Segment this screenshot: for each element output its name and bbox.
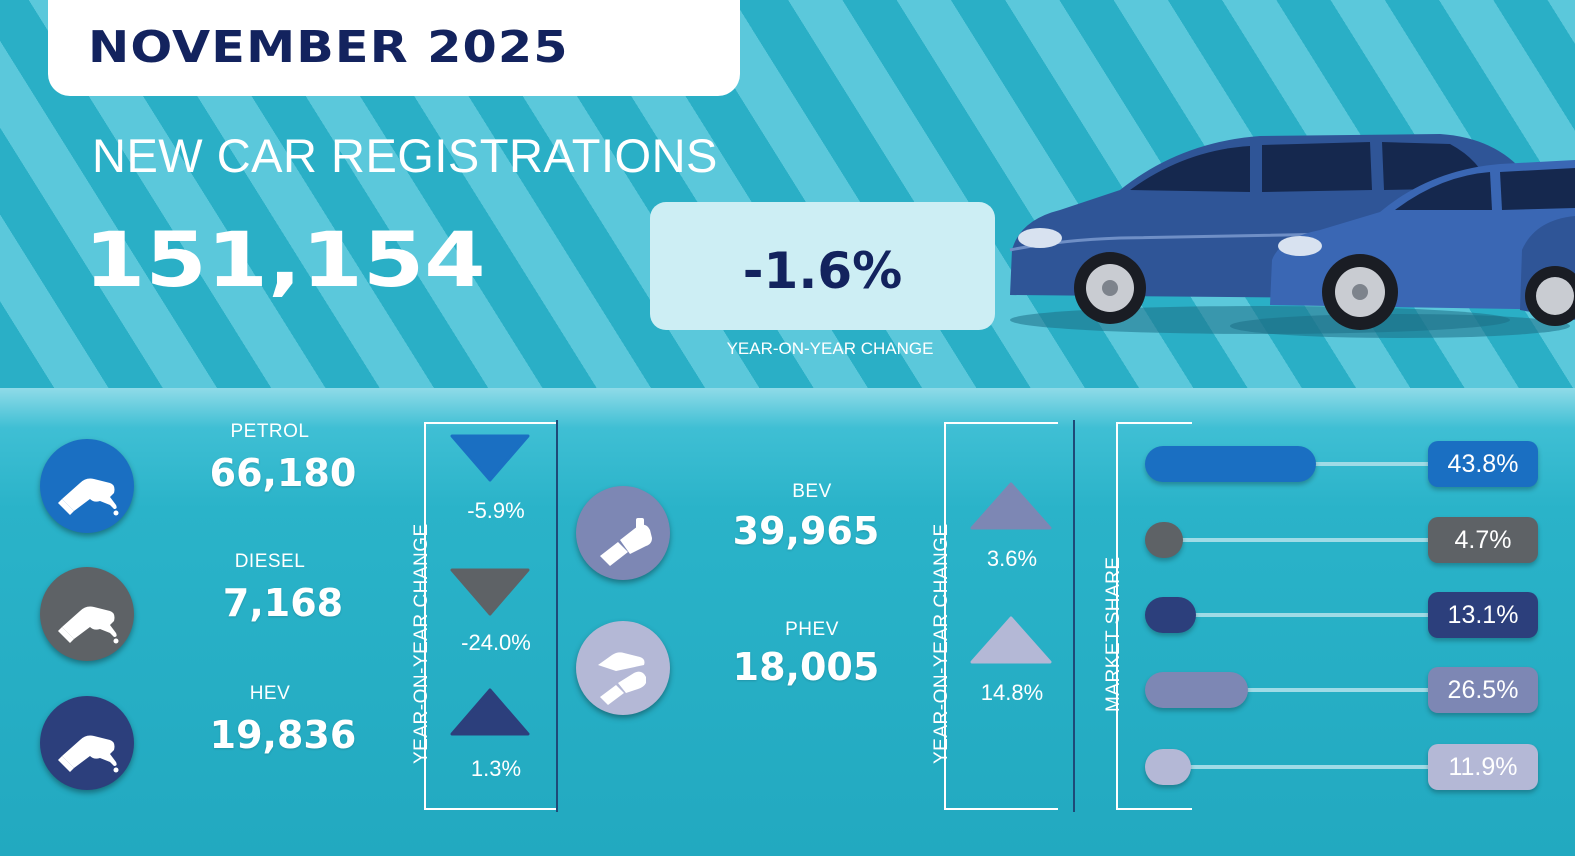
yoy-box: -1.6% (650, 202, 995, 330)
market-share-value: 13.1% (1428, 592, 1538, 638)
yoy-axis-label-right: YEAR-ON-YEAR CHANGE (931, 523, 952, 764)
header-banner: NOVEMBER 2025 NEW CAR REGISTRATIONS 151,… (0, 0, 1575, 388)
hev-up-arrow-icon (450, 688, 530, 740)
yoy-change-label: YEAR-ON-YEAR CHANGE (726, 339, 934, 358)
market-share-label: MARKET SHARE (1103, 556, 1124, 712)
hev-yoy-change: 1.3% (470, 756, 522, 781)
market-share-value: 11.9% (1428, 744, 1538, 790)
market-share-guide-line (1155, 538, 1428, 542)
petrol-label: PETROL (230, 421, 310, 442)
market-share-value: 43.8% (1428, 441, 1538, 487)
market-share-bar (1145, 522, 1183, 558)
phev-label: PHEV (785, 619, 839, 640)
petrol-down-arrow-icon (450, 434, 530, 486)
phev-yoy-change: 14.8% (980, 680, 1044, 705)
hev-label: HEV (249, 683, 291, 704)
phev-registrations: 18,005 (732, 645, 880, 689)
hev-registrations: 19,836 (209, 713, 357, 757)
page-title: NEW CAR REGISTRATIONS (92, 129, 718, 182)
yoy-change-value: -1.6% (742, 242, 903, 300)
market-share-value: 4.7% (1428, 517, 1538, 563)
market-share-guide-line (1155, 613, 1428, 617)
bev-yoy-change: 3.6% (986, 546, 1038, 571)
diesel-registrations: 7,168 (222, 581, 344, 625)
car-front-partial (1520, 216, 1575, 326)
bev-registrations: 39,965 (732, 509, 880, 553)
month-title: NOVEMBER 2025 (88, 22, 569, 73)
market-share-value: 26.5% (1428, 667, 1538, 713)
ev-charger-and-pump-icon (598, 652, 646, 705)
fuel-pump-icon (58, 478, 119, 516)
market-share-bar (1145, 446, 1316, 482)
phev-icon-circle (576, 621, 670, 715)
market-share-bar (1145, 749, 1192, 785)
car-middle (1230, 160, 1575, 338)
ev-charger-icon (600, 518, 652, 566)
cars-illustration (1009, 134, 1575, 338)
market-share-guide-line (1155, 688, 1428, 692)
divider-1 (556, 420, 558, 812)
market-share-bar (1145, 597, 1197, 633)
month-box (48, 0, 740, 96)
fuel-pump-icon (58, 735, 119, 773)
yoy-bracket-left (424, 422, 556, 810)
petrol-icon-circle (40, 439, 134, 533)
bev-icon-circle (576, 486, 670, 580)
fuel-pump-icon (58, 606, 119, 644)
divider-2 (1073, 420, 1075, 812)
phev-up-arrow-icon (970, 616, 1052, 668)
diesel-icon-circle (40, 567, 134, 661)
hev-icon-circle (40, 696, 134, 790)
diesel-label: DIESEL (234, 551, 306, 572)
bev-label: BEV (792, 481, 832, 502)
bev-up-arrow-icon (970, 482, 1052, 534)
market-share-bracket (1116, 422, 1192, 810)
diesel-down-arrow-icon (450, 568, 530, 620)
total-registrations: 151,154 (84, 215, 486, 304)
petrol-registrations: 66,180 (209, 451, 357, 495)
market-share-guide-line (1155, 765, 1428, 769)
diesel-yoy-change: -24.0% (461, 630, 531, 655)
petrol-yoy-change: -5.9% (467, 498, 525, 523)
yoy-bracket-right (944, 422, 1058, 810)
market-share-bar (1145, 672, 1249, 708)
